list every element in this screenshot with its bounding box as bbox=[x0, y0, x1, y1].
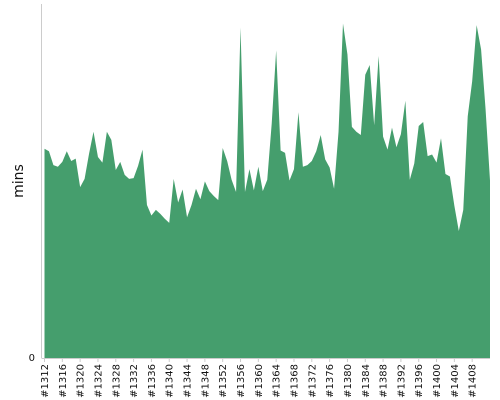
x-tick-label: #1348 bbox=[200, 364, 211, 398]
x-tick-label: #1396 bbox=[414, 364, 425, 398]
x-tick-label: #1312 bbox=[40, 364, 51, 398]
x-tick-label: #1384 bbox=[361, 364, 372, 398]
x-tick-label: #1324 bbox=[93, 364, 104, 398]
x-tick-label: #1320 bbox=[76, 364, 87, 398]
series-area bbox=[44, 23, 490, 358]
x-tick-label: #1364 bbox=[272, 364, 283, 398]
x-tick-label: #1368 bbox=[289, 364, 300, 398]
plot-area bbox=[44, 23, 490, 358]
x-tick-label: #1400 bbox=[432, 364, 443, 398]
y-tick-label: 0 bbox=[29, 353, 35, 364]
x-tick-label: #1392 bbox=[396, 364, 407, 398]
y-axis-title: mins bbox=[11, 164, 27, 198]
x-tick-label: #1356 bbox=[236, 364, 247, 398]
x-tick-label: #1344 bbox=[183, 364, 194, 398]
y-axis-ticks: 0 bbox=[29, 353, 35, 364]
x-axis-ticks: #1312 #1316 #1320 #1324 #1328 #1332 #1336 #1340… bbox=[40, 358, 479, 398]
x-tick-label: #1408 bbox=[468, 364, 479, 398]
x-tick-label: #1352 bbox=[218, 364, 229, 398]
x-tick-label: #1372 bbox=[307, 364, 318, 398]
x-tick-label: #1388 bbox=[379, 364, 390, 398]
x-tick-label: #1316 bbox=[58, 364, 69, 398]
x-tick-label: #1360 bbox=[254, 364, 265, 398]
x-tick-label: #1380 bbox=[343, 364, 354, 398]
x-tick-label: #1404 bbox=[450, 364, 461, 398]
x-tick-label: #1336 bbox=[147, 364, 158, 398]
x-tick-label: #1332 bbox=[129, 364, 140, 398]
x-tick-label: #1376 bbox=[325, 364, 336, 398]
x-tick-label: #1328 bbox=[111, 364, 122, 398]
x-tick-label: #1340 bbox=[165, 364, 176, 398]
